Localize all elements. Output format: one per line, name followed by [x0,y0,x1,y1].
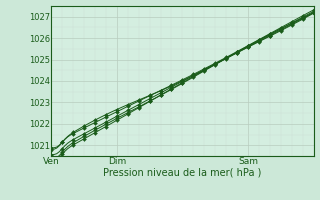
X-axis label: Pression niveau de la mer( hPa ): Pression niveau de la mer( hPa ) [103,168,261,178]
